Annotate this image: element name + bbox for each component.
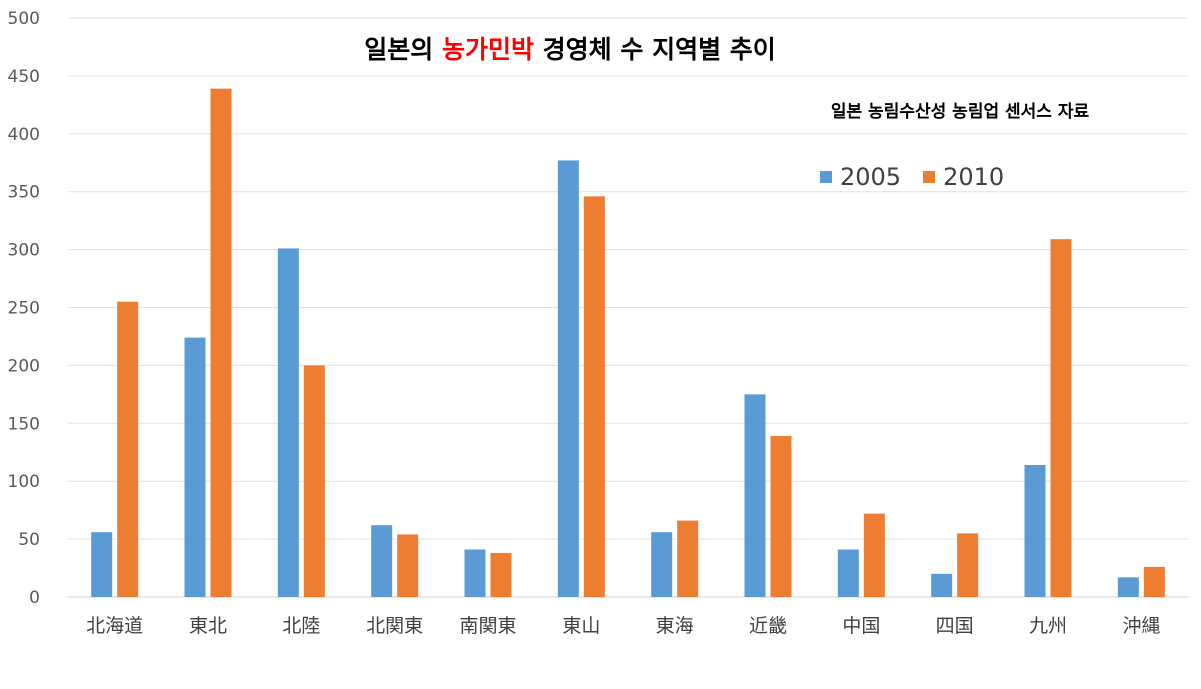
title-part-1: 일본의 xyxy=(364,35,442,64)
bar-2010 xyxy=(490,552,512,597)
bar-2005 xyxy=(277,248,299,597)
bars xyxy=(91,88,1165,598)
bar-2005 xyxy=(557,160,579,597)
title-part-3: 경영체 수 지역별 추이 xyxy=(533,35,776,64)
title-part-highlight: 농가민박 xyxy=(441,35,534,64)
bar-2010 xyxy=(1143,566,1165,597)
bar-2005 xyxy=(464,549,486,597)
legend-swatch-2010 xyxy=(923,171,936,183)
bar-2005 xyxy=(931,573,953,597)
y-tick-label: 150 xyxy=(8,414,40,434)
legend-item-2010: 2010 xyxy=(923,163,1004,191)
y-tick-label: 250 xyxy=(8,299,40,319)
x-category-label: 近畿 xyxy=(749,615,787,637)
x-category-label: 九州 xyxy=(1029,615,1067,637)
bar-2005 xyxy=(744,394,766,597)
bar-2010 xyxy=(863,513,885,597)
bar-2010 xyxy=(117,301,139,597)
x-category-label: 南関東 xyxy=(459,615,516,637)
x-category-label: 東山 xyxy=(562,615,600,637)
bar-2010 xyxy=(397,534,419,597)
y-tick-label: 100 xyxy=(8,472,40,492)
y-tick-label: 200 xyxy=(8,356,40,376)
bar-2010 xyxy=(210,88,232,597)
x-category-label: 北関東 xyxy=(366,615,423,637)
chart-subtitle: 일본 농림수산성 농림업 센서스 자료 xyxy=(830,102,1090,122)
bar-2005 xyxy=(1024,464,1046,597)
gridlines xyxy=(68,17,1188,598)
y-tick-label: 350 xyxy=(8,183,40,203)
bar-2005 xyxy=(651,532,673,597)
legend-label-2010: 2010 xyxy=(943,163,1005,191)
bar-2010 xyxy=(957,533,979,597)
x-category-label: 東北 xyxy=(189,615,227,637)
chart-title: 일본의 농가민박 경영체 수 지역별 추이 xyxy=(330,30,810,66)
x-category-label: 北海道 xyxy=(86,615,143,637)
x-axis-categories: 北海道 東北 北陸 北関東 南関東 東山 東海 近畿 中国 四国 九州 沖縄 xyxy=(86,615,1160,637)
x-category-label: 沖縄 xyxy=(1122,615,1160,637)
y-tick-label: 400 xyxy=(8,125,40,145)
bar-2010 xyxy=(1050,239,1072,598)
y-tick-label: 450 xyxy=(8,67,40,87)
bar-2010 xyxy=(677,520,699,597)
legend-swatch-2005 xyxy=(820,171,832,183)
bar-2005 xyxy=(91,532,113,597)
y-tick-label: 300 xyxy=(8,241,40,261)
x-category-label: 四国 xyxy=(936,615,974,637)
bar-2005 xyxy=(1117,577,1139,597)
legend-item-2005: 2005 xyxy=(820,163,901,191)
bar-2005 xyxy=(184,337,206,597)
y-tick-label: 500 xyxy=(8,9,40,29)
y-tick-label: 0 xyxy=(29,588,40,608)
x-category-label: 東海 xyxy=(656,615,694,637)
y-tick-label: 50 xyxy=(18,530,40,550)
bar-2005 xyxy=(371,525,393,597)
x-category-label: 北陸 xyxy=(282,615,320,637)
bar-2005 xyxy=(837,549,859,597)
legend: 2005 2010 xyxy=(820,163,1026,191)
bar-2010 xyxy=(583,196,605,597)
y-axis-ticks: 0 50 100 150 200 250 300 350 400 450 500 xyxy=(8,9,40,608)
bar-2010 xyxy=(770,436,792,597)
bar-2010 xyxy=(303,365,325,597)
legend-label-2005: 2005 xyxy=(840,163,902,191)
x-category-label: 中国 xyxy=(842,615,880,637)
